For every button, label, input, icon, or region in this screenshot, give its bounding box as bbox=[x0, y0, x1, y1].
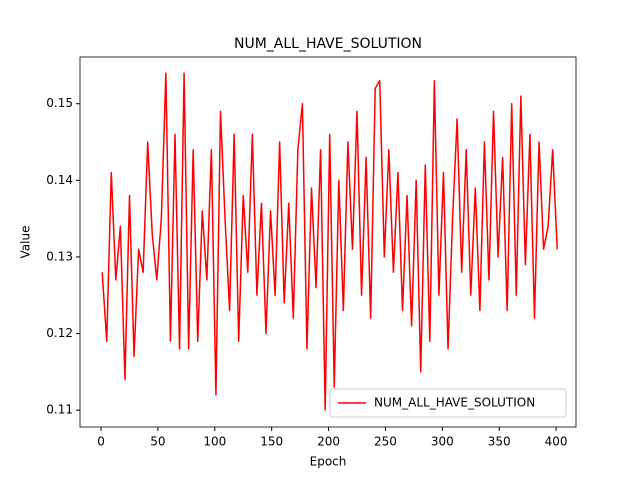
x-tick-label: 0 bbox=[97, 435, 105, 449]
y-tick-label: 0.12 bbox=[46, 326, 73, 340]
x-tick-label: 50 bbox=[150, 435, 165, 449]
x-tick-label: 400 bbox=[545, 435, 568, 449]
y-tick-label: 0.14 bbox=[46, 173, 73, 187]
plot-frame bbox=[79, 56, 577, 428]
legend-label: NUM_ALL_HAVE_SOLUTION bbox=[374, 396, 535, 410]
line-series bbox=[101, 72, 558, 411]
x-tick-label: 250 bbox=[374, 435, 397, 449]
x-tick-label: 350 bbox=[488, 435, 511, 449]
x-tick-label: 150 bbox=[260, 435, 283, 449]
chart-title: NUM_ALL_HAVE_SOLUTION bbox=[234, 36, 422, 52]
y-tick-label: 0.13 bbox=[46, 249, 73, 263]
x-tick-label: 200 bbox=[317, 435, 340, 449]
x-tick-label: 100 bbox=[203, 435, 226, 449]
y-tick-label: 0.15 bbox=[46, 96, 73, 110]
x-tick-label: 300 bbox=[431, 435, 454, 449]
legend-box bbox=[329, 388, 567, 418]
x-axis-label: Epoch bbox=[310, 455, 347, 469]
y-axis-label: Value bbox=[19, 226, 33, 259]
y-tick-label: 0.11 bbox=[46, 403, 73, 417]
